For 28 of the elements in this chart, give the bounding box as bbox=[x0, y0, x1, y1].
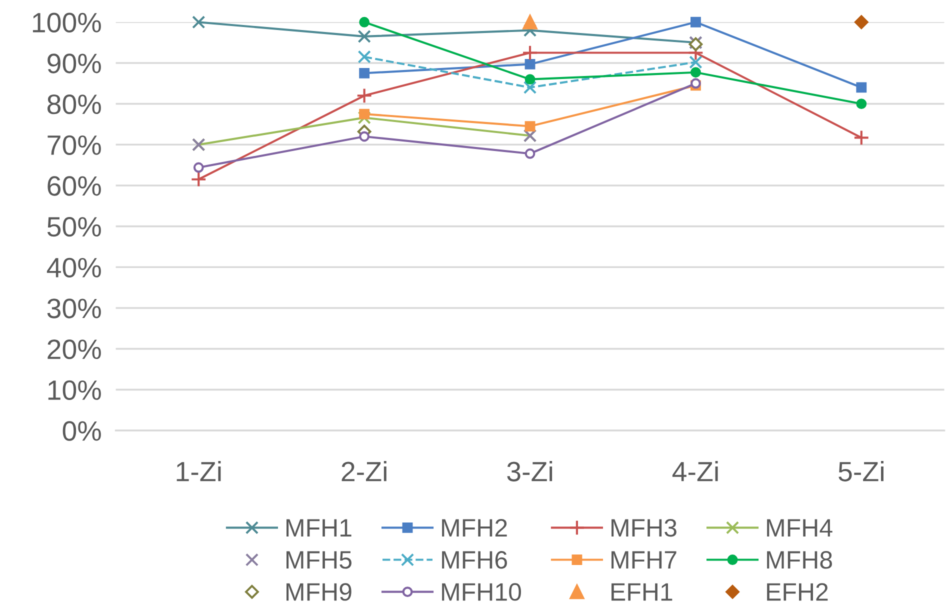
y-tick-label: 10% bbox=[48, 380, 101, 400]
y-tick-label: 50% bbox=[47, 216, 101, 237]
y-tick-label: 70% bbox=[48, 135, 101, 155]
legend-label: MFH7 bbox=[612, 551, 676, 569]
legend-label: MFH8 bbox=[767, 551, 832, 569]
legend-label: MFH10 bbox=[442, 583, 521, 601]
legend-label: EFH1 bbox=[612, 583, 672, 601]
y-tick-label: 100% bbox=[32, 12, 101, 32]
legend-label: EFH2 bbox=[767, 583, 828, 601]
x-tick-label: 2-Zi bbox=[342, 461, 386, 482]
y-tick-label: 60% bbox=[48, 176, 101, 196]
legend-label: MFH2 bbox=[442, 519, 507, 536]
legend-label: MFH9 bbox=[286, 583, 352, 601]
legend-label: MFH5 bbox=[286, 551, 352, 569]
x-tick-label: 3-Zi bbox=[507, 461, 552, 482]
y-tick-label: 90% bbox=[48, 54, 101, 74]
x-tick-label: 5-Zi bbox=[838, 461, 884, 482]
x-tick-label: 1-Zi bbox=[176, 461, 221, 482]
y-tick-label: 20% bbox=[48, 339, 101, 360]
y-tick-label: 40% bbox=[46, 258, 101, 278]
legend-label: MFH1 bbox=[286, 519, 352, 536]
y-tick-label: 0% bbox=[62, 421, 101, 441]
x-tick-label: 4-Zi bbox=[672, 461, 718, 482]
legend-label: MFH4 bbox=[767, 519, 832, 536]
y-tick-label: 80% bbox=[48, 94, 101, 114]
legend-label: MFH6 bbox=[442, 551, 507, 569]
y-tick-label: 30% bbox=[47, 298, 101, 318]
legend-label: MFH3 bbox=[612, 519, 676, 537]
